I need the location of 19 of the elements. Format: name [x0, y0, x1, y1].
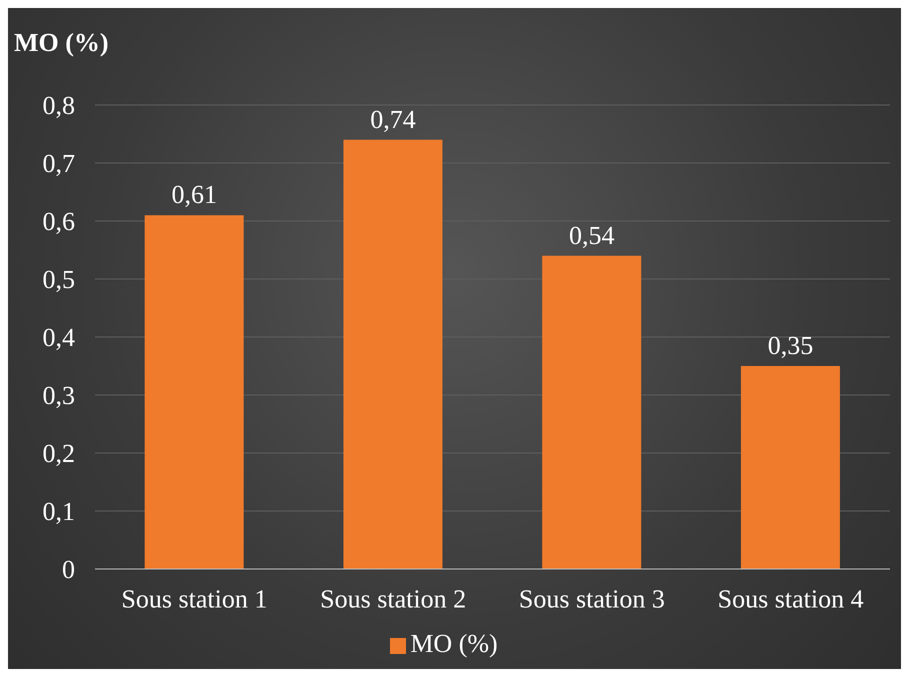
y-tick-label: 0,3 [42, 381, 75, 410]
data-label: 0,61 [171, 180, 217, 210]
y-tick-label: 0,8 [42, 91, 75, 120]
y-tick-label: 0,6 [42, 207, 75, 236]
legend-label: MO (%) [410, 629, 498, 658]
x-tick-label: Sous station 1 [121, 584, 268, 614]
y-tick-label: 0,4 [42, 323, 75, 352]
y-tick-label: 0,1 [42, 497, 75, 526]
data-label: 0,35 [768, 331, 814, 360]
y-tick-label: 0,5 [42, 265, 75, 294]
y-tick-label: 0,7 [42, 149, 75, 178]
y-tick-label: 0,2 [42, 439, 75, 468]
x-tick-label: Sous station 4 [718, 584, 864, 614]
y-tick-label: 0 [62, 555, 75, 584]
data-label: 0,74 [370, 104, 416, 134]
data-label: 0,54 [568, 220, 614, 250]
x-tick-label: Sous station 3 [518, 584, 665, 614]
chart-title: MO (%) [14, 28, 109, 58]
x-tick-label: Sous station 2 [320, 584, 466, 614]
